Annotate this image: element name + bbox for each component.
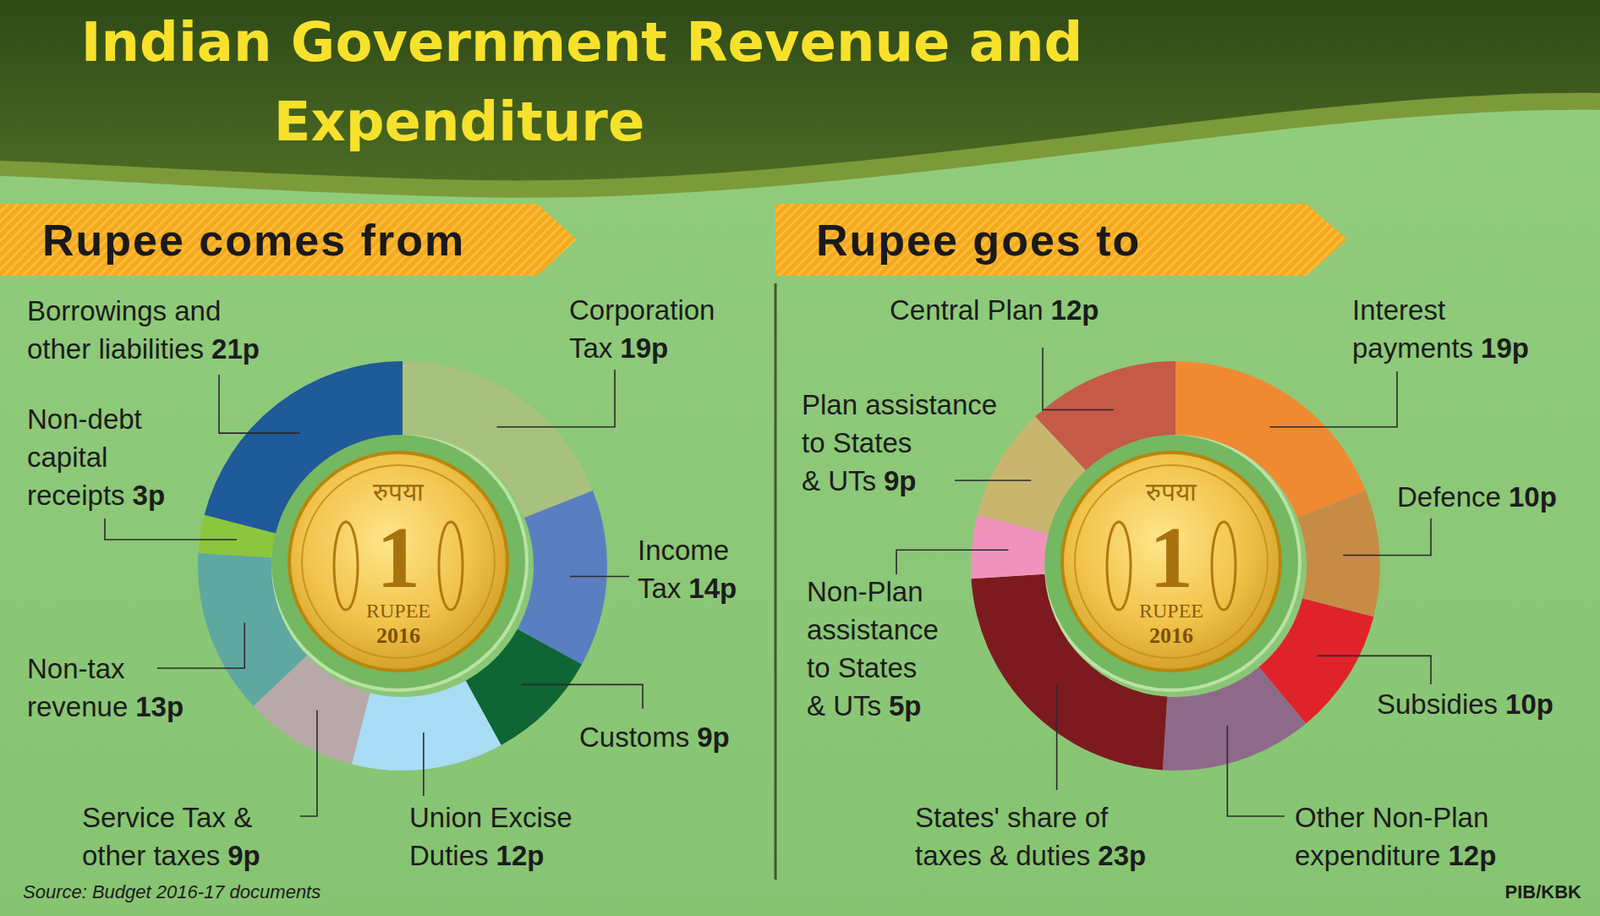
svg-text:2016: 2016 bbox=[376, 623, 421, 648]
svg-text:Service Tax &other taxes9p: Service Tax &other taxes9p bbox=[82, 801, 261, 872]
svg-text:Rupee goes to: Rupee goes to bbox=[816, 215, 1141, 265]
svg-text:Non-taxrevenue13p: Non-taxrevenue13p bbox=[27, 652, 184, 723]
svg-text:Customs9p: Customs9p bbox=[579, 721, 730, 753]
svg-text:1: 1 bbox=[376, 508, 421, 606]
svg-text:Non-Planassistanceto States& U: Non-Planassistanceto States& UTs5p bbox=[806, 575, 939, 722]
svg-text:Central Plan12p: Central Plan12p bbox=[889, 294, 1099, 326]
svg-text:Plan assistanceto States& UTs9: Plan assistanceto States& UTs9p bbox=[801, 389, 998, 497]
svg-text:Borrowings andother liabilitie: Borrowings andother liabilities21p bbox=[27, 295, 260, 365]
svg-text:Indian Government Revenue and: Indian Government Revenue and bbox=[81, 10, 1084, 74]
svg-text:Other Non-Planexpenditure12p: Other Non-Planexpenditure12p bbox=[1294, 801, 1496, 872]
svg-text:PIB/KBK: PIB/KBK bbox=[1505, 881, 1583, 903]
svg-text:रुपया: रुपया bbox=[1145, 476, 1198, 507]
svg-text:CorporationTax19p: CorporationTax19p bbox=[569, 294, 715, 364]
svg-text:2016: 2016 bbox=[1149, 623, 1194, 648]
svg-text:RUPEE: RUPEE bbox=[366, 599, 431, 622]
svg-text:RUPEE: RUPEE bbox=[1139, 599, 1204, 622]
svg-text:Non-debtcapitalreceipts3p: Non-debtcapitalreceipts3p bbox=[27, 403, 165, 511]
svg-text:Union ExciseDuties12p: Union ExciseDuties12p bbox=[409, 801, 573, 872]
svg-text:Interestpayments19p: Interestpayments19p bbox=[1352, 294, 1529, 364]
svg-text:Source: Budget 2016-17 documen: Source: Budget 2016-17 documents bbox=[22, 881, 321, 903]
svg-text:IncomeTax14p: IncomeTax14p bbox=[637, 534, 737, 604]
svg-text:Defence10p: Defence10p bbox=[1397, 481, 1557, 513]
svg-text:Expenditure: Expenditure bbox=[273, 90, 646, 154]
svg-text:रुपया: रुपया bbox=[372, 476, 425, 507]
svg-text:Rupee comes from: Rupee comes from bbox=[42, 215, 466, 265]
svg-text:States' share oftaxes & duties: States' share oftaxes & duties23p bbox=[915, 801, 1146, 872]
svg-text:1: 1 bbox=[1149, 508, 1194, 606]
svg-text:Subsidies10p: Subsidies10p bbox=[1376, 688, 1554, 720]
